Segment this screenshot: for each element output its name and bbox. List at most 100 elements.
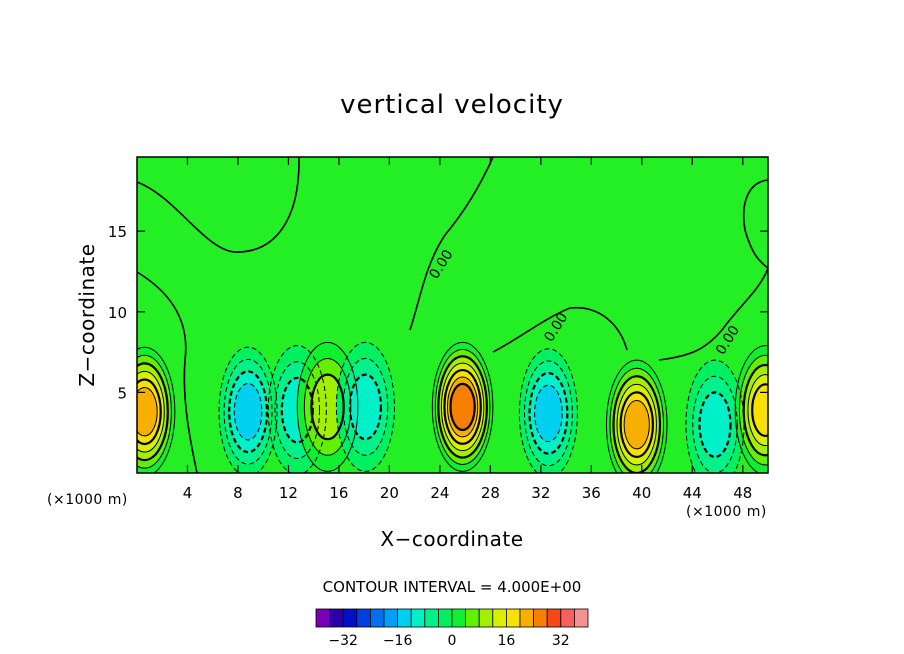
cell-6-contour-3 <box>534 384 563 443</box>
cell-2-contour-1 <box>274 361 321 459</box>
x-unit-right: (×1000 m) <box>686 504 767 520</box>
colorbar-swatch <box>451 608 467 628</box>
y-axis-ticks: 5 10 15 <box>108 223 768 402</box>
x-tick-label: 48 <box>733 484 752 502</box>
x-tick-label: 36 <box>582 484 601 502</box>
cell-8-band-2 <box>699 392 731 457</box>
plot-frame <box>136 156 769 474</box>
colorbar-swatch <box>410 608 426 628</box>
cell-1-band-3 <box>234 383 262 440</box>
cell-3-contour-0 <box>296 341 359 472</box>
x-tick-label: 12 <box>279 484 298 502</box>
cell-5-contour-0 <box>431 341 494 472</box>
cell-5-contour-1 <box>434 348 491 465</box>
colorbar-swatch <box>465 608 480 628</box>
colorbar-swatch <box>342 608 358 628</box>
x-tick-label: 40 <box>632 484 651 502</box>
x-tick-label: 24 <box>430 484 449 502</box>
cell-0-contour-1 <box>137 354 172 469</box>
x-tick-label: 16 <box>329 484 348 502</box>
y-axis-label: Z−coordinate <box>75 243 99 386</box>
y-tick-label: 5 <box>117 384 127 402</box>
cell-5-band-6 <box>450 383 475 430</box>
zero-contour-upper-left <box>137 157 300 253</box>
colorbar-swatch <box>424 608 439 628</box>
colorbar-swatch <box>533 608 548 628</box>
cell-7-contour-4 <box>619 391 655 458</box>
cell-2-contour-0 <box>267 345 327 473</box>
cell-5-contour-5 <box>446 376 479 438</box>
cell-9-contour-1 <box>738 354 768 466</box>
y-tick-label: 15 <box>108 223 127 241</box>
cell-0-band-5 <box>137 387 158 436</box>
colorbar-tick-label: 0 <box>448 633 457 649</box>
x-tick-label: 32 <box>531 484 550 502</box>
cell-6-contour-0 <box>518 348 578 473</box>
cell-0-contour-2 <box>137 362 169 462</box>
cell-5-contour-2 <box>437 355 488 459</box>
colorbar-swatch <box>437 608 453 628</box>
colorbar-swatch <box>560 608 575 628</box>
cell-7-contour-2 <box>612 375 662 473</box>
colorbar-tick-label: −32 <box>328 633 358 649</box>
x-tick-label: 4 <box>183 484 193 502</box>
zero-contour-left <box>137 271 198 473</box>
cell-6-contour-1 <box>523 360 573 467</box>
cell-7-contour-3 <box>616 383 657 466</box>
chart-title: vertical velocity <box>340 90 564 120</box>
contour-interval-text: CONTOUR INTERVAL = 4.000E+00 <box>323 578 582 596</box>
x-tick-label: 44 <box>683 484 702 502</box>
cell-4-contour-1 <box>342 358 389 456</box>
cell-contour-lines <box>137 341 768 473</box>
cell-9-contour-3 <box>747 374 768 447</box>
x-axis-label: X−coordinate <box>380 527 523 551</box>
colorbar-swatch <box>546 608 562 628</box>
colorbar: −32 −16 0 16 32 <box>315 608 589 649</box>
cell-9-contour-0 <box>734 345 768 473</box>
cell-6-band-3 <box>534 385 563 442</box>
cell-4-band-2 <box>349 374 381 440</box>
colorbar-swatch <box>492 608 507 628</box>
cell-5-contour-6 <box>449 382 476 432</box>
cell-3-contour-1 <box>303 358 352 456</box>
cell-4-contour-0 <box>335 341 395 472</box>
zero-contour-top-right <box>743 179 768 269</box>
x-tick-label: 28 <box>481 484 500 502</box>
cell-1-contour-3 <box>233 383 263 441</box>
colorbar-swatch <box>383 608 399 628</box>
cell-7-contour-5 <box>623 399 650 450</box>
cell-3-band-2 <box>311 374 344 440</box>
cell-3-contour-2 <box>310 373 345 441</box>
cell-0-contour-0 <box>137 346 176 473</box>
colorbar-swatch <box>329 608 344 628</box>
x-unit-left: (×1000 m) <box>47 492 128 508</box>
colorbar-swatch <box>478 608 494 628</box>
y-tick-label: 10 <box>108 304 127 322</box>
cell-1-contour-0 <box>218 346 278 473</box>
x-tick-label: 20 <box>380 484 399 502</box>
cell-1-contour-1 <box>223 358 273 465</box>
colorbar-tick-label: 16 <box>497 633 515 649</box>
cell-0-contour-4 <box>137 378 162 446</box>
colorbar-swatch <box>574 608 589 628</box>
cell-9-band-4 <box>752 384 768 436</box>
cell-0-contour-3 <box>137 370 165 453</box>
cell-9-contour-2 <box>742 363 768 457</box>
zero-contour-right <box>658 267 768 361</box>
colorbar-swatch <box>519 608 535 628</box>
cell-7-contour-0 <box>605 359 668 473</box>
colorbar-swatch <box>505 608 521 628</box>
cell-7-contour-1 <box>609 367 664 473</box>
colorbar-tick-label: 32 <box>552 633 570 649</box>
cell-4-contour-2 <box>348 373 383 441</box>
colorbar-swatch <box>356 608 371 628</box>
cell-0-contour-5 <box>137 387 158 437</box>
cell-8-contour-2 <box>698 391 732 458</box>
colorbar-swatch <box>369 608 385 628</box>
zero-contour-diagonal <box>409 157 494 331</box>
colorbar-swatch <box>315 608 331 628</box>
cell-2-contour-2 <box>280 376 314 444</box>
x-tick-label: 8 <box>233 484 243 502</box>
cell-8-contour-1 <box>692 375 738 473</box>
